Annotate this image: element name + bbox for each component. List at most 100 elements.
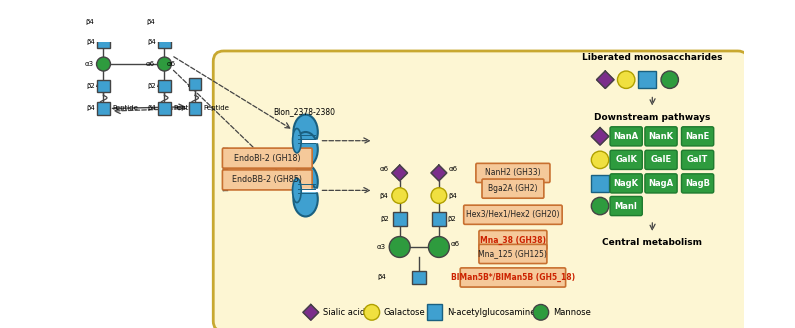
Circle shape <box>390 236 410 257</box>
Circle shape <box>96 15 111 29</box>
Text: Peptide: Peptide <box>204 106 230 112</box>
Bar <box>158 80 171 92</box>
Text: NanA: NanA <box>614 132 638 141</box>
Polygon shape <box>157 0 172 8</box>
Bar <box>393 212 407 226</box>
Circle shape <box>392 188 408 203</box>
Circle shape <box>96 57 111 71</box>
Polygon shape <box>591 128 609 145</box>
Text: α6: α6 <box>451 241 460 247</box>
FancyBboxPatch shape <box>213 51 748 328</box>
Polygon shape <box>303 304 319 320</box>
FancyBboxPatch shape <box>681 150 714 170</box>
Bar <box>98 80 110 92</box>
Text: NglABC: NglABC <box>262 159 302 169</box>
FancyBboxPatch shape <box>479 231 547 250</box>
FancyBboxPatch shape <box>223 148 312 168</box>
Circle shape <box>431 188 447 203</box>
Circle shape <box>429 236 449 257</box>
Text: EndoBI-2 (GH18): EndoBI-2 (GH18) <box>234 154 301 163</box>
Bar <box>591 175 609 192</box>
FancyBboxPatch shape <box>681 174 714 193</box>
Text: GalT: GalT <box>687 155 708 164</box>
Text: β4: β4 <box>378 275 386 280</box>
Text: β4: β4 <box>379 193 388 198</box>
Text: N-acetylglucosamine: N-acetylglucosamine <box>447 308 535 317</box>
FancyBboxPatch shape <box>460 268 565 287</box>
Text: β4: β4 <box>85 19 94 25</box>
Text: β2: β2 <box>381 216 390 222</box>
Text: β4: β4 <box>146 19 155 25</box>
Ellipse shape <box>293 182 318 216</box>
Text: Mannose: Mannose <box>553 308 591 317</box>
Bar <box>427 304 442 320</box>
Text: BlMan5B*/BlMan5B (GH5_18): BlMan5B*/BlMan5B (GH5_18) <box>451 273 575 282</box>
Text: Sialic acid: Sialic acid <box>323 308 365 317</box>
Text: β4: β4 <box>147 106 156 112</box>
Text: β4: β4 <box>448 193 457 198</box>
Text: Peptide: Peptide <box>173 106 199 112</box>
Text: Galactose: Galactose <box>384 308 426 317</box>
FancyBboxPatch shape <box>223 170 312 190</box>
Text: Asn: Asn <box>188 80 202 89</box>
Text: Mna_125 (GH125): Mna_125 (GH125) <box>479 250 548 258</box>
Text: Asn: Asn <box>157 80 172 89</box>
Bar <box>158 102 171 114</box>
FancyBboxPatch shape <box>610 174 642 193</box>
FancyBboxPatch shape <box>645 127 677 146</box>
FancyBboxPatch shape <box>610 196 642 215</box>
Text: β2: β2 <box>147 83 156 89</box>
Text: NanE: NanE <box>685 132 710 141</box>
Text: NagA: NagA <box>649 179 673 188</box>
Circle shape <box>157 15 172 29</box>
FancyBboxPatch shape <box>645 174 677 193</box>
Polygon shape <box>596 71 614 89</box>
Text: α6: α6 <box>85 0 94 1</box>
Text: GalK: GalK <box>615 155 637 164</box>
Text: β4: β4 <box>86 39 95 45</box>
Circle shape <box>661 71 678 89</box>
Bar <box>638 71 656 89</box>
FancyBboxPatch shape <box>610 150 642 170</box>
Circle shape <box>533 304 549 320</box>
Ellipse shape <box>293 164 318 199</box>
Circle shape <box>618 71 635 89</box>
Bar <box>432 212 446 226</box>
Text: NanH2 (GH33): NanH2 (GH33) <box>485 169 541 177</box>
Text: α6: α6 <box>145 61 155 67</box>
Text: Mna_38 (GH38): Mna_38 (GH38) <box>480 236 546 245</box>
Ellipse shape <box>293 129 301 153</box>
Text: Blon_2378-2380: Blon_2378-2380 <box>273 108 335 116</box>
Text: ManI: ManI <box>615 201 638 211</box>
Ellipse shape <box>293 132 318 167</box>
Text: GalE: GalE <box>650 155 672 164</box>
Text: NagB: NagB <box>685 179 710 188</box>
Text: α3: α3 <box>377 244 386 250</box>
Circle shape <box>591 197 609 215</box>
Text: NagK: NagK <box>614 179 638 188</box>
Bar <box>412 271 426 284</box>
Circle shape <box>364 304 380 320</box>
FancyBboxPatch shape <box>482 179 544 198</box>
Text: β2: β2 <box>448 216 456 222</box>
Text: α6: α6 <box>145 0 155 1</box>
Polygon shape <box>392 165 408 181</box>
Text: α3: α3 <box>85 61 94 67</box>
Text: Asn: Asn <box>96 80 111 89</box>
Text: Central metabolism: Central metabolism <box>603 238 702 247</box>
FancyBboxPatch shape <box>645 150 677 170</box>
Bar <box>189 102 201 114</box>
Ellipse shape <box>293 114 318 150</box>
Text: α6: α6 <box>167 61 176 67</box>
Text: Liberated monosaccharides: Liberated monosaccharides <box>582 53 723 62</box>
Text: NanK: NanK <box>649 132 673 141</box>
FancyBboxPatch shape <box>463 205 562 224</box>
Circle shape <box>591 151 609 169</box>
FancyBboxPatch shape <box>479 244 547 263</box>
Bar <box>98 36 110 48</box>
Bar <box>98 102 110 114</box>
Bar <box>189 78 201 90</box>
Ellipse shape <box>293 178 301 203</box>
FancyBboxPatch shape <box>610 127 642 146</box>
Polygon shape <box>431 165 447 181</box>
